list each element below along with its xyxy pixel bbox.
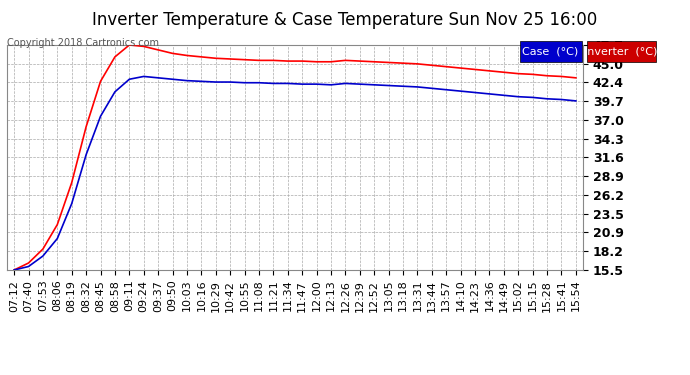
Text: Copyright 2018 Cartronics.com: Copyright 2018 Cartronics.com	[7, 38, 159, 48]
Text: Inverter  (°C): Inverter (°C)	[584, 46, 658, 57]
Text: Inverter Temperature & Case Temperature Sun Nov 25 16:00: Inverter Temperature & Case Temperature …	[92, 11, 598, 29]
Text: Case  (°C): Case (°C)	[522, 46, 579, 57]
